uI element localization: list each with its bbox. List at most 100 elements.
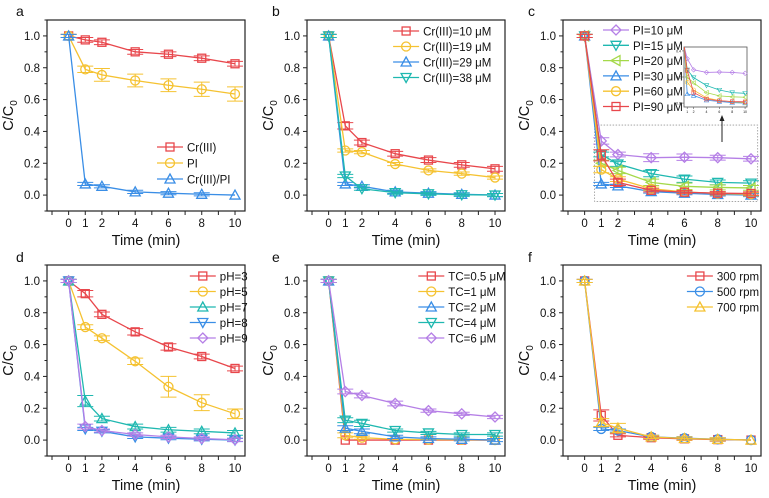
x-tick-label: 4 (648, 218, 655, 230)
inset-x-tick-label: 4 (706, 110, 708, 114)
x-tick-label: 8 (459, 218, 465, 230)
inset-data-point (716, 98, 723, 104)
data-point (355, 389, 368, 402)
inset-y-tick-label: 0.0 (676, 102, 681, 106)
data-point (95, 179, 109, 191)
legend: PI=10 μM PI=15 μM PI=20 μM PI=30 μM PI=60 μM… (603, 24, 683, 114)
inset-data-point (685, 68, 690, 73)
series-cr-iii-19-m (320, 30, 504, 183)
data-point (322, 31, 335, 43)
data-point (422, 404, 435, 417)
legend-marker (401, 26, 411, 36)
inset-x-tick-label: 6 (718, 110, 720, 114)
legend-label: pH=5 (220, 287, 248, 299)
legend-item: PI=60 μM (603, 86, 683, 99)
legend-item: 700 rpm (686, 300, 759, 315)
inset-data-point (729, 90, 735, 96)
inset-data-point (742, 99, 748, 104)
inset-data-point (742, 70, 748, 77)
y-tick-label: 1.0 (540, 31, 556, 43)
legend-marker (609, 69, 623, 81)
data-point (80, 321, 91, 333)
y-tick-label: 0.0 (24, 190, 40, 202)
legend: Cr(III)=10 μM Cr(III)=19 μM Cr(III)=29 μM C… (393, 26, 491, 85)
data-point (455, 407, 468, 420)
y-tick-label: 0.0 (540, 435, 556, 447)
data-point (322, 274, 335, 287)
legend-label: Cr(III) (187, 143, 217, 155)
x-tick-label: 6 (681, 218, 687, 230)
series-line (327, 35, 496, 170)
data-point (646, 185, 656, 195)
y-axis-label: C/C0 (1, 345, 20, 376)
inset-data-point (717, 98, 722, 103)
x-tick-label: 2 (359, 218, 365, 230)
legend-label: 300 rpm (717, 272, 759, 284)
y-tick-label: 1.0 (24, 276, 40, 288)
data-point (579, 31, 590, 41)
data-point (356, 146, 368, 158)
inset-data-point (684, 91, 690, 97)
y-tick-label: 1.0 (540, 276, 556, 288)
data-point (357, 137, 367, 148)
data-point (339, 415, 352, 427)
data-point (390, 158, 401, 170)
legend-item: Cr(III)=29 μM (393, 55, 491, 70)
series-line (68, 280, 236, 370)
data-point (488, 429, 502, 441)
x-tick-label: 10 (745, 463, 758, 475)
data-point (195, 432, 208, 445)
y-axis-label: C/C0 (261, 100, 280, 131)
data-point (79, 177, 92, 189)
data-point (488, 433, 502, 445)
y-tick-label: 0.0 (540, 190, 556, 202)
legend-item: pH=8 (189, 317, 248, 330)
legend-marker (164, 157, 176, 169)
legend-marker (399, 72, 413, 84)
legend: Cr(III) PI Cr(III)/PI (157, 142, 230, 187)
legend-marker (196, 317, 209, 329)
x-tick-label: 2 (615, 463, 621, 475)
legend-item: PI=15 μM (603, 40, 683, 53)
legend-marker (197, 286, 208, 297)
legend-item: 500 rpm (686, 286, 759, 299)
data-point (595, 177, 608, 189)
inset-data-point (730, 99, 735, 104)
x-tick-label: 4 (132, 463, 139, 475)
legend-marker (425, 317, 438, 329)
inset-data-point (703, 89, 709, 96)
data-point (129, 428, 142, 441)
legend-item: pH=5 (189, 286, 248, 299)
x-tick-label: 1 (342, 463, 348, 475)
data-point (80, 288, 90, 299)
data-point (340, 145, 351, 156)
panel-label: b (272, 3, 280, 19)
legend-label: TC=1 μM (448, 287, 496, 299)
data-point (613, 177, 623, 188)
data-point (163, 49, 174, 59)
x-axis-label: Time (min) (628, 233, 697, 249)
data-point (611, 164, 623, 177)
inset-series-line (683, 46, 746, 104)
data-point (95, 424, 108, 437)
inset-data-point (691, 90, 696, 95)
data-point (596, 164, 607, 175)
inset-x-tick-label: 1 (686, 110, 688, 114)
x-tick-label: 0 (65, 218, 71, 230)
y-tick-label: 0.6 (284, 340, 300, 352)
legend-item: pH=3 (189, 271, 248, 284)
x-tick-label: 10 (229, 463, 242, 475)
x-tick-label: 10 (745, 218, 758, 230)
data-point (611, 421, 625, 433)
legend-label: pH=9 (220, 334, 248, 346)
legend: pH=3 pH=5 pH=7 pH=8 pH=9 (189, 271, 248, 346)
x-tick-label: 4 (392, 463, 399, 475)
inset-data-point (742, 94, 748, 100)
data-point (355, 184, 369, 196)
legend-marker (610, 86, 622, 97)
legend-label: TC=2 μM (448, 303, 496, 315)
data-point (455, 432, 468, 444)
